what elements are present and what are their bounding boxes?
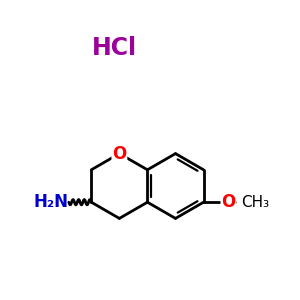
Text: H₂N: H₂N <box>33 193 68 211</box>
Text: O: O <box>112 145 127 163</box>
Text: CH₃: CH₃ <box>242 195 269 210</box>
Text: HCl: HCl <box>92 36 136 60</box>
Text: O: O <box>221 193 236 211</box>
